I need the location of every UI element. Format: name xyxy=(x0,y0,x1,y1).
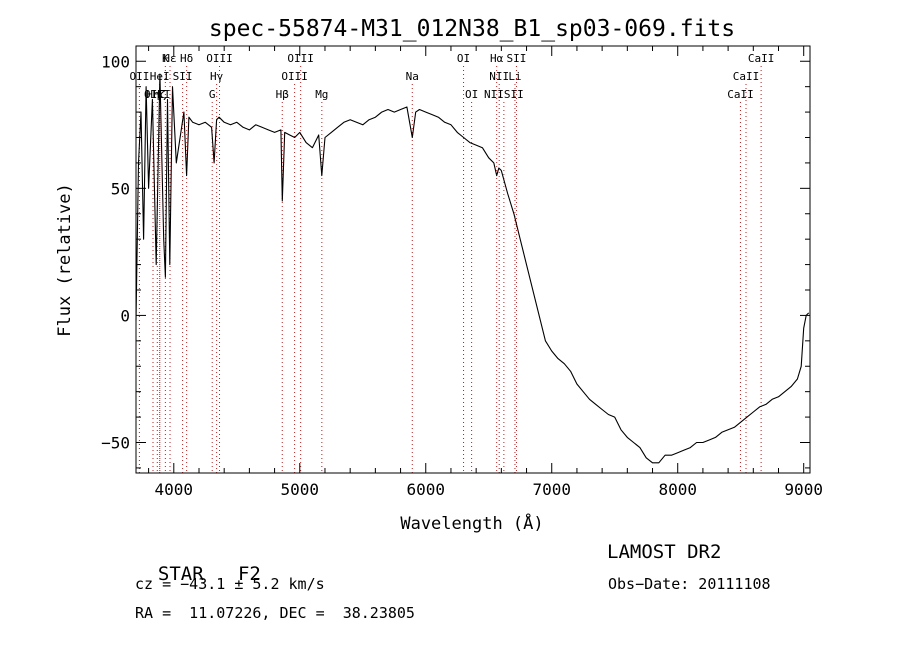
marker-label: OIII xyxy=(144,88,171,101)
marker-label: CaII xyxy=(727,88,754,101)
marker-label: SII xyxy=(173,70,193,83)
marker-label: CaII xyxy=(748,52,775,65)
chart-title: spec-55874-M31_012N38_B1_sp03-069.fits xyxy=(209,16,735,42)
class-label: STAR xyxy=(157,563,204,585)
x-tick-label: 4000 xyxy=(155,480,194,499)
y-axis-label: Flux (relative) xyxy=(55,183,75,337)
marker-label: Hδ xyxy=(180,52,193,65)
x-tick-label: 6000 xyxy=(406,480,445,499)
x-tick-label: 7000 xyxy=(532,480,571,499)
marker-label: NII xyxy=(489,70,509,83)
marker-label: Li xyxy=(508,70,521,83)
x-tick-label: 5000 xyxy=(281,480,320,499)
plot-frame xyxy=(135,45,811,474)
x-tick-label: 9000 xyxy=(784,480,823,499)
redshift-label: cz = −43.1 ± 5.2 km/s xyxy=(135,575,325,593)
marker-label: OII xyxy=(129,70,149,83)
object-class: STAR F2 xyxy=(135,541,261,585)
marker-label: Hβ xyxy=(276,88,290,101)
marker-label: Mg xyxy=(315,88,328,101)
marker-label: Hε xyxy=(163,52,176,65)
y-tick-label: 100 xyxy=(101,52,130,71)
y-tick-label: 0 xyxy=(120,306,130,325)
marker-label: NIISII xyxy=(484,88,524,101)
marker-label: OIII xyxy=(287,52,314,65)
series-group xyxy=(135,73,810,464)
marker-label: OIII xyxy=(206,52,233,65)
marker-label: Hγ xyxy=(210,70,224,83)
x-axis-label: Wavelength (Å) xyxy=(400,512,543,534)
marker-label: Hη xyxy=(146,88,159,101)
marker-label: Na xyxy=(406,70,419,83)
y-tick-label: −50 xyxy=(101,434,130,453)
spectrum-line xyxy=(135,73,810,464)
subclass-label: F2 xyxy=(237,563,261,585)
survey-label: LAMOST DR2 xyxy=(607,541,722,563)
marker-label: OI xyxy=(457,52,470,65)
marker-label: Hα xyxy=(490,52,504,65)
marker-label: OI xyxy=(465,88,478,101)
marker-label: SII xyxy=(507,52,527,65)
x-tick-label: 8000 xyxy=(658,480,697,499)
coords-label: RA = 11.07226, DEC = 38.23805 xyxy=(135,604,415,622)
marker-label: K xyxy=(162,52,169,65)
axes: 4000 5000 6000 7000 8000 9000 −50 0 50 100 xyxy=(101,45,823,499)
obs-date-label: Obs−Date: 20111108 xyxy=(608,575,771,593)
marker-label: CaII xyxy=(733,70,760,83)
marker-label: G xyxy=(209,88,216,101)
marker-label: OIII xyxy=(281,70,308,83)
y-tick-label: 50 xyxy=(111,179,130,198)
